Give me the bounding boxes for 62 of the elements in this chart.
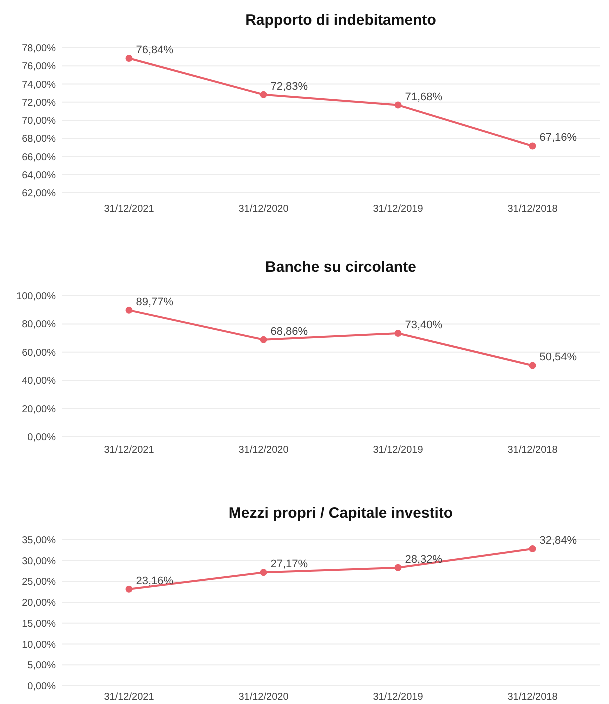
x-tick-label: 31/12/2019 bbox=[373, 445, 424, 456]
y-tick-label: 0,00% bbox=[28, 682, 56, 692]
x-tick-label: 31/12/2020 bbox=[238, 445, 290, 456]
y-tick-label: 72,00% bbox=[22, 98, 56, 109]
point bbox=[126, 55, 133, 62]
point bbox=[260, 569, 268, 576]
y-tick-label: 25,00% bbox=[22, 577, 56, 588]
chart-title: Rapporto di indebitamento bbox=[246, 12, 436, 29]
point bbox=[260, 91, 268, 98]
y-tick-label: 68,00% bbox=[22, 134, 56, 146]
x-tick-label: 31/12/2020 bbox=[238, 692, 290, 703]
y-tick-label: 35,00% bbox=[22, 536, 56, 546]
point bbox=[126, 586, 133, 593]
data-label: 76,84% bbox=[136, 44, 174, 57]
y-tick-label: 66,00% bbox=[22, 152, 56, 164]
data-label: 32,84% bbox=[540, 535, 578, 548]
chart-title: Banche su circolante bbox=[266, 259, 416, 276]
point bbox=[394, 330, 402, 338]
x-tick-label: 31/12/2021 bbox=[104, 445, 155, 456]
data-label: 23,16% bbox=[136, 575, 174, 588]
x-tick-label: 31/12/2021 bbox=[104, 692, 155, 703]
point bbox=[260, 336, 268, 344]
y-tick-label: 5,00% bbox=[28, 660, 56, 672]
point bbox=[394, 564, 402, 572]
x-tick-label: 31/12/2018 bbox=[508, 204, 558, 215]
chart-title: Mezzi propri / Capitale investito bbox=[228, 505, 454, 522]
x-tick-label: 31/12/2019 bbox=[373, 204, 424, 215]
point bbox=[126, 306, 133, 314]
x-tick-label: 31/12/2018 bbox=[508, 445, 558, 456]
x-tick-label: 31/12/2019 bbox=[373, 692, 424, 703]
y-tick-label: 40,00% bbox=[22, 376, 56, 388]
data-label: 28,32% bbox=[405, 554, 443, 566]
y-tick-label: 100,00% bbox=[16, 292, 56, 302]
data-label: 68,86% bbox=[270, 326, 308, 338]
y-tick-label: 74,00% bbox=[22, 80, 56, 91]
data-label: 72,83% bbox=[270, 80, 308, 93]
y-tick-label: 64,00% bbox=[22, 170, 56, 182]
y-tick-label: 70,00% bbox=[22, 116, 56, 127]
point bbox=[394, 102, 402, 109]
point bbox=[529, 142, 536, 150]
point bbox=[529, 546, 536, 553]
data-label: 89,77% bbox=[136, 296, 174, 308]
y-tick-label: 30,00% bbox=[22, 556, 56, 568]
data-label: 27,17% bbox=[270, 558, 308, 571]
y-tick-label: 80,00% bbox=[22, 320, 56, 331]
y-tick-label: 60,00% bbox=[22, 348, 56, 359]
y-tick-label: 10,00% bbox=[22, 640, 56, 651]
y-tick-label: 20,00% bbox=[22, 598, 56, 610]
x-tick-label: 31/12/2018 bbox=[508, 692, 558, 703]
data-label: 71,68% bbox=[405, 91, 443, 104]
data-label: 73,40% bbox=[405, 320, 443, 332]
y-tick-label: 62,00% bbox=[22, 188, 56, 200]
point bbox=[529, 362, 536, 370]
y-tick-label: 0,00% bbox=[28, 432, 56, 444]
x-tick-label: 31/12/2020 bbox=[238, 204, 290, 215]
x-tick-label: 31/12/2021 bbox=[104, 204, 155, 215]
y-tick-label: 76,00% bbox=[22, 62, 56, 73]
y-tick-label: 20,00% bbox=[22, 404, 56, 416]
y-tick-label: 78,00% bbox=[22, 44, 56, 54]
y-tick-label: 15,00% bbox=[22, 618, 56, 630]
data-label: 50,54% bbox=[540, 352, 578, 364]
data-label: 67,16% bbox=[540, 132, 578, 144]
